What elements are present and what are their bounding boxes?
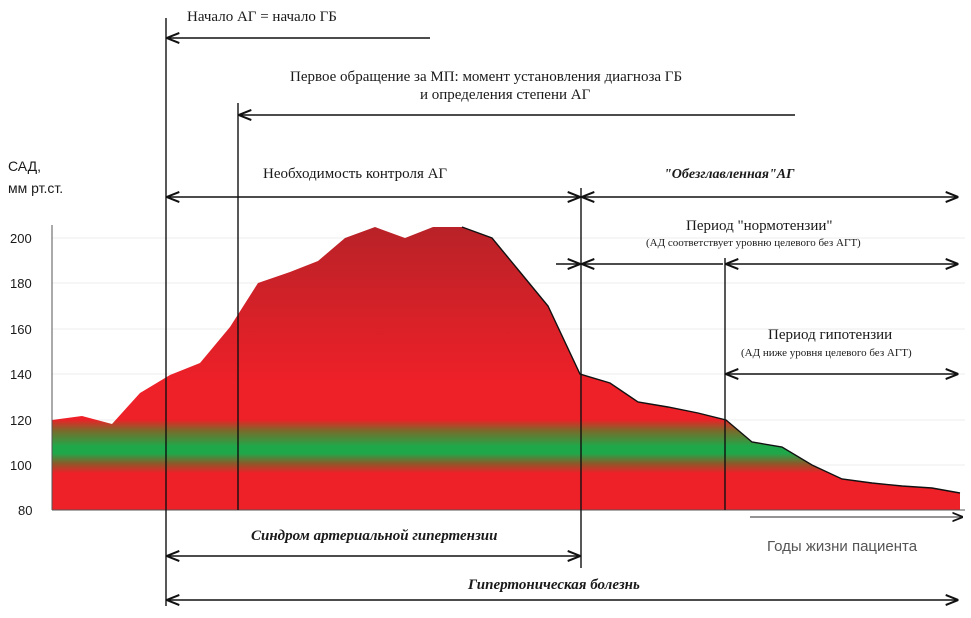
y-tick-200: 200 — [10, 231, 32, 246]
y-tick-160: 160 — [10, 322, 32, 337]
y-tick-120: 120 — [10, 413, 32, 428]
x-axis-label: Годы жизни пациента — [767, 538, 918, 555]
y-tick-80: 80 — [18, 503, 32, 518]
normotension-title: Период "нормотензии" — [686, 218, 833, 234]
y-tick-180: 180 — [10, 276, 32, 291]
normotension-note: (АД соответствует уровню целевого без АГ… — [646, 237, 861, 249]
y-axis-label-line1: САД, — [8, 158, 41, 174]
y-tick-100: 100 — [10, 458, 32, 473]
hypotension-note: (АД ниже уровня целевого без АГТ) — [741, 347, 912, 359]
y-tick-labels: 200 180 160 140 120 100 80 — [10, 231, 32, 518]
onset-label: Начало АГ = начало ГБ — [187, 9, 337, 25]
control-needed-label: Необходимость контроля АГ — [263, 166, 447, 182]
decapitated-label: "Обезглавленная"АГ — [664, 167, 795, 182]
disease-label: Гипертоническая болезнь — [467, 577, 640, 593]
y-axis-label-line2: мм рт.ст. — [8, 180, 63, 196]
hypotension-title: Период гипотензии — [768, 327, 892, 343]
first-visit-label-line2: и определения степени АГ — [420, 87, 591, 103]
y-tick-140: 140 — [10, 367, 32, 382]
syndrome-label: Синдром артериальной гипертензии — [251, 528, 498, 544]
sbp-curve-line — [461, 226, 961, 494]
sbp-area — [52, 227, 960, 510]
first-visit-label-line1: Первое обращение за МП: момент установле… — [290, 69, 682, 85]
